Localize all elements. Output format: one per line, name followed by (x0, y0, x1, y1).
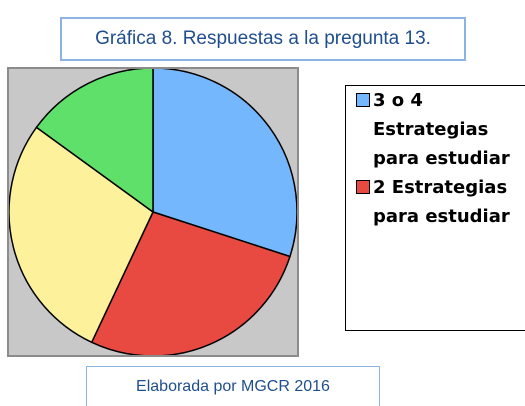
legend-label: 2 Estrategias para estudiar (373, 177, 510, 227)
chart-title: Gráfica 8. Respuestas a la pregunta 13. (60, 17, 466, 61)
pie-slice (152, 67, 298, 258)
legend-label: 3 o 4 Estrategias para estudiar (373, 90, 510, 169)
legend: 3 o 4 Estrategias para estudiar 2 Estrate… (345, 85, 525, 331)
legend-swatch (356, 180, 370, 194)
source-note: Elaborada por MGCR 2016 (86, 366, 380, 406)
pie-slice (35, 67, 154, 214)
pie-slice (90, 211, 291, 357)
legend-entry: 2 Estrategias para estudiar (346, 173, 525, 231)
pie-chart (8, 67, 298, 357)
plot-area (7, 67, 299, 357)
pie-slice (8, 126, 154, 344)
legend-entry: 3 o 4 Estrategias para estudiar (346, 86, 525, 173)
legend-swatch (356, 93, 370, 107)
